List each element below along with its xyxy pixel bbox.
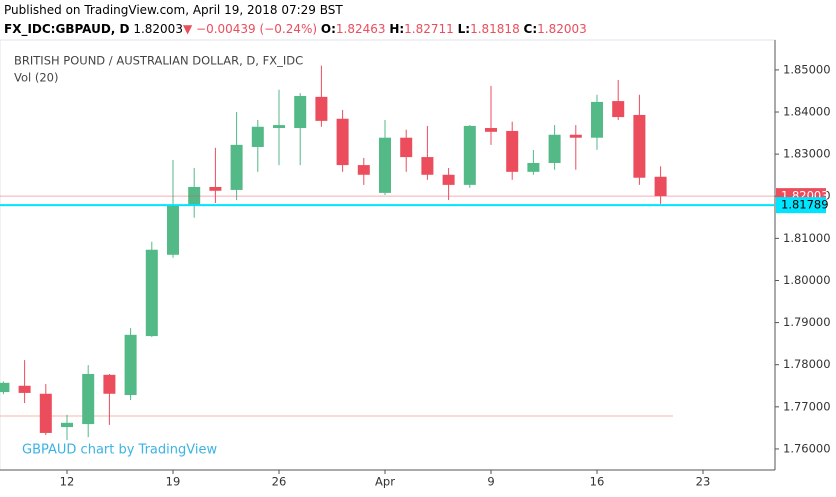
x-tick-label: 23 [696,475,711,489]
candle-body [527,162,540,172]
plot-frame [0,39,776,471]
candle-body [167,205,179,255]
candle-body [485,128,497,132]
x-tick-label: Apr [375,475,395,489]
candle-body [442,174,455,185]
legend-title: BRITISH POUND / AUSTRALIAN DOLLAR, D, FX… [14,54,303,68]
candle-body [315,96,328,121]
candle-body [654,176,667,197]
candle-body [61,422,73,428]
candle-body [188,186,201,206]
y-tick-label: 1.80000 [783,273,831,287]
candle-body [548,134,561,163]
candle-body [124,334,137,396]
candle-body [633,114,646,178]
candle-body [421,157,434,175]
candle-body [400,137,413,158]
y-tick-label: 1.78000 [783,357,831,371]
candle-body [591,101,603,138]
candle-body [103,374,116,394]
ohlc-label: C: [523,22,538,36]
candle-body [209,186,222,191]
ohlc: O:1.82463 H:1.82711 L:1.81818 C:1.82003 [321,22,587,36]
change: −0.00439 (−0.24%) [196,22,318,36]
candle-body [294,96,307,129]
ohlc-value: 1.81818 [470,22,520,36]
candle-body [251,126,264,147]
watermark: GBPAUD chart by TradingView [22,443,217,458]
symbol: FX_IDC:GBPAUD, D [4,22,130,36]
ohlc-value: 1.82463 [335,22,386,36]
candle-body [230,144,243,190]
candle-body [506,130,519,172]
y-tick-label: 1.83000 [783,147,831,161]
published: Published on TradingView.com, April 19, … [4,3,343,17]
y-tick-label: 1.77000 [783,399,831,413]
indicator: Vol (20) [14,71,58,85]
candle-body [145,249,158,337]
x-tick-label: 12 [60,475,75,489]
x-tick-label: 9 [487,475,494,489]
x-tick-label: 19 [166,475,181,489]
quote-line: FX_IDC:GBPAUD, D 1.82003▼ −0.00439 (−0.2… [4,22,587,36]
price: 1.82003 [133,22,183,36]
ohlc-value: 1.82711 [404,22,454,36]
candle-body [379,137,391,193]
ohlc-label: L: [457,22,471,36]
price-label: 1.81789 [781,198,829,212]
ohlc-value: 1.82003 [537,22,587,36]
candle-body [612,101,625,118]
y-tick-label: 1.76000 [783,441,831,455]
candle-body [336,118,349,166]
candle-body [463,125,476,185]
y-tick-label: 1.84000 [783,105,831,119]
candle-body [569,134,582,138]
candle-body [0,382,10,393]
y-tick-label: 1.85000 [783,62,831,76]
candle-body [39,393,52,433]
candle-body [82,373,95,425]
candle-body [273,125,285,129]
down-arrow: ▼ [182,22,193,36]
ohlc-label: H: [389,22,405,36]
ohlc-label: O: [320,22,336,36]
candle-body [357,165,370,175]
y-tick-label: 1.79000 [783,315,831,329]
x-tick-label: 16 [590,475,605,489]
x-tick-label: 26 [272,475,287,489]
y-tick-label: 1.81000 [783,231,831,245]
candle-body [18,385,31,393]
price-label-box [776,197,826,214]
